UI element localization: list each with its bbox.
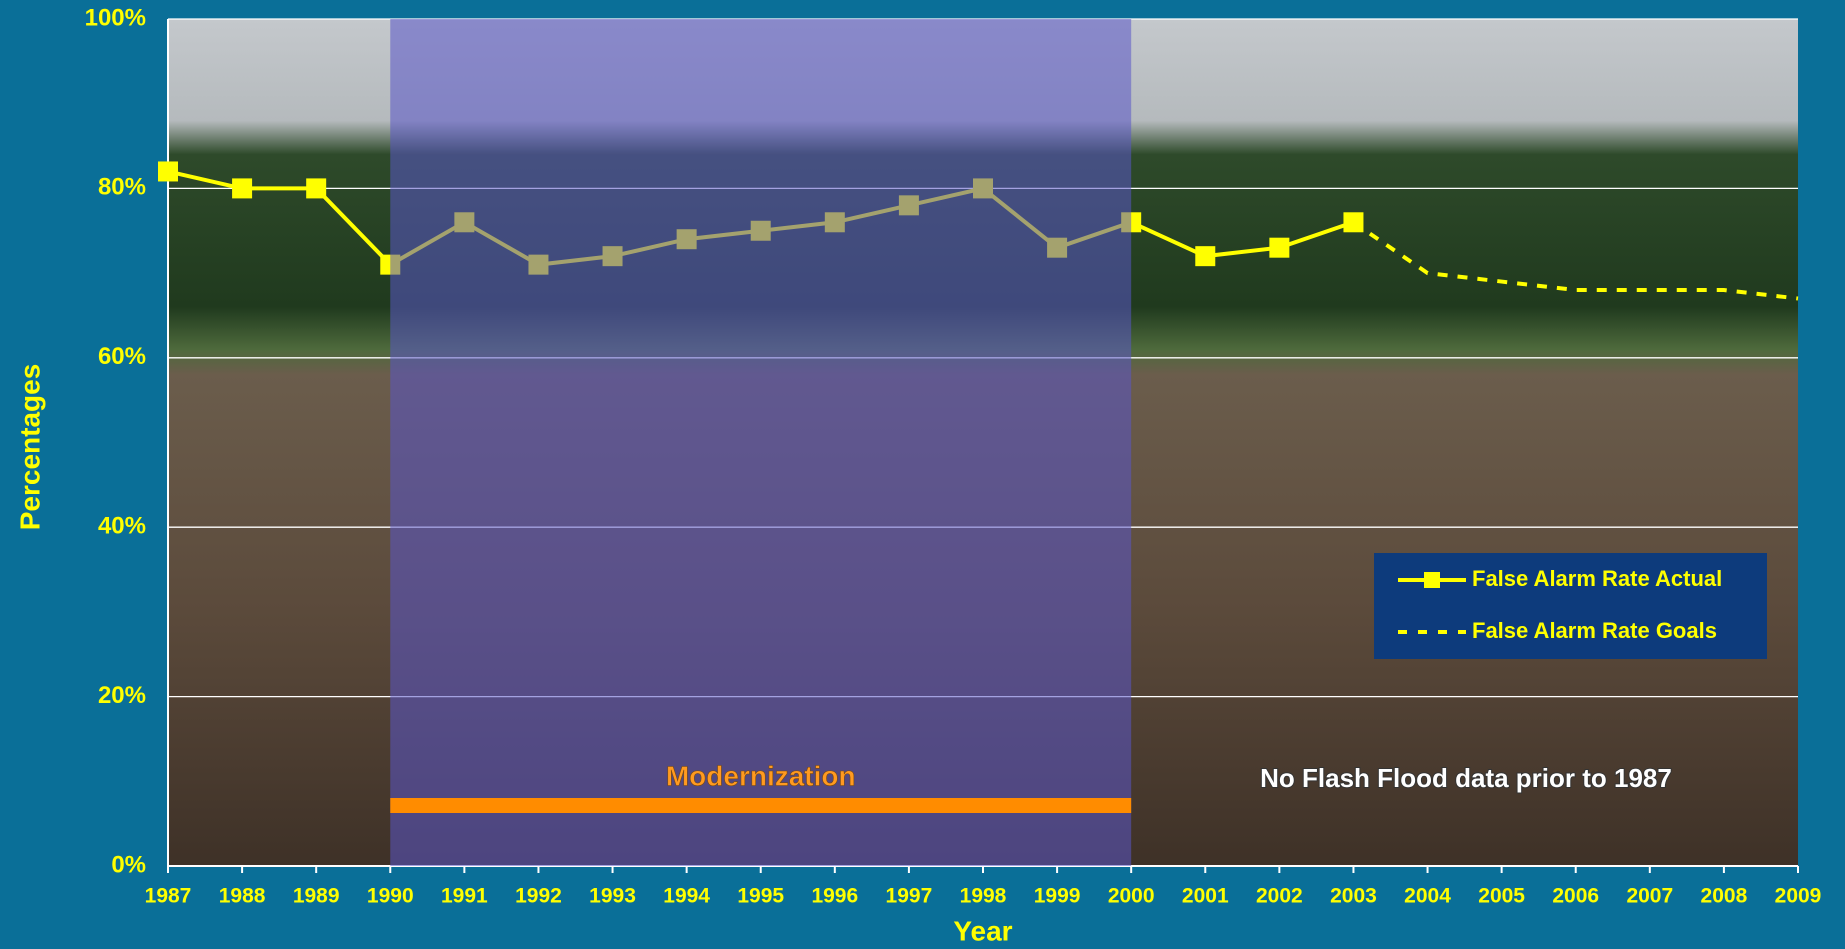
x-tick-label: 1988: [219, 885, 266, 908]
legend-label: False Alarm Rate Goals: [1472, 618, 1717, 643]
legend: False Alarm Rate Actual False Alarm Rate …: [1374, 553, 1767, 659]
legend-marker: [1424, 572, 1440, 588]
x-tick-label: 2004: [1404, 885, 1451, 908]
y-tick-label: 80%: [98, 174, 146, 201]
x-tick-label: 2008: [1701, 885, 1748, 908]
x-tick-label: 2009: [1775, 885, 1822, 908]
x-tick-label: 1987: [145, 885, 192, 908]
chart: Percentages Year 0% 20% 40% 60% 80% 100% 1987 1…: [0, 0, 1845, 949]
x-tick-label: 2007: [1626, 885, 1673, 908]
y-tick-label: 100%: [85, 4, 146, 31]
y-tick-label: 60%: [98, 343, 146, 370]
marker: [232, 178, 252, 198]
y-tick-label: 0%: [111, 851, 146, 878]
x-tick-label: 1994: [663, 885, 710, 908]
annotation: No Flash Flood data prior to 1987: [1260, 763, 1672, 793]
x-tick-label: 1995: [737, 885, 784, 908]
x-tick-label: 1991: [441, 885, 488, 908]
x-tick-label: 2000: [1108, 885, 1155, 908]
x-axis-label: Year: [953, 915, 1012, 946]
y-tick-label: 20%: [98, 682, 146, 709]
marker: [1195, 246, 1215, 266]
modernization-span: [390, 19, 1131, 866]
marker: [1269, 238, 1289, 258]
x-tick-label: 2003: [1330, 885, 1377, 908]
x-tick-label: 2005: [1478, 885, 1525, 908]
x-tick-label: 2006: [1552, 885, 1599, 908]
x-tick-label: 1997: [886, 885, 933, 908]
modernization-bar: [390, 798, 1131, 813]
x-tick-label: 1993: [589, 885, 636, 908]
x-tick-label: 2002: [1256, 885, 1303, 908]
x-tick-label: 1992: [515, 885, 562, 908]
x-tick-label: 1998: [960, 885, 1007, 908]
x-tick-label: 1990: [367, 885, 414, 908]
marker: [158, 161, 178, 181]
y-axis-label: Percentages: [14, 364, 45, 531]
x-tick-label: 1989: [293, 885, 340, 908]
modernization-label: Modernization: [666, 760, 856, 791]
x-tick-label: 2001: [1182, 885, 1229, 908]
x-tick-label: 1999: [1034, 885, 1081, 908]
x-tick-label: 1996: [811, 885, 858, 908]
y-tick-label: 40%: [98, 513, 146, 540]
legend-label: False Alarm Rate Actual: [1472, 566, 1722, 591]
marker: [306, 178, 326, 198]
